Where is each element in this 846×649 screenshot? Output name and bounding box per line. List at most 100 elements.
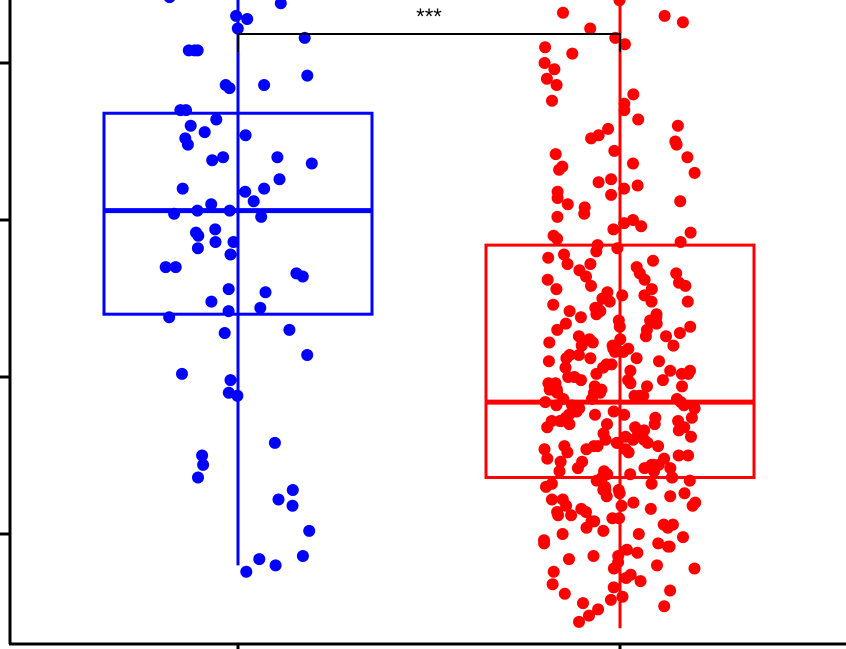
data-point: [577, 597, 589, 610]
data-point: [664, 584, 677, 597]
data-point: [575, 502, 588, 515]
data-point: [283, 323, 296, 336]
data-point: [190, 226, 202, 239]
data-point: [631, 179, 644, 192]
data-point: [196, 449, 209, 462]
data-point: [652, 537, 665, 550]
data-point: [556, 528, 569, 540]
data-point: [607, 223, 620, 236]
data-point: [620, 543, 633, 556]
data-point: [647, 254, 659, 267]
significance-bracket: ***: [237, 4, 621, 52]
data-point: [688, 562, 701, 575]
data-point: [618, 182, 631, 195]
data-point: [649, 411, 662, 424]
data-point: [547, 565, 560, 578]
data-point: [247, 195, 260, 208]
data-point: [253, 553, 266, 566]
data-point: [269, 559, 282, 572]
data-point: [592, 603, 605, 616]
data-point: [227, 236, 240, 248]
data-point: [559, 361, 572, 374]
data-point: [191, 242, 204, 255]
data-point: [660, 330, 672, 343]
data-point: [632, 528, 645, 540]
data-point: [222, 283, 235, 296]
data-point: [601, 418, 613, 431]
data-point: [674, 195, 687, 208]
data-point: [585, 132, 598, 145]
data-point: [683, 474, 696, 487]
data-point: [585, 279, 597, 292]
data-point: [570, 405, 583, 418]
data-point: [296, 550, 309, 562]
data-point: [218, 327, 231, 339]
data-point: [676, 16, 689, 29]
data-point: [627, 433, 640, 446]
data-point: [618, 217, 631, 230]
bracket-line: [237, 33, 621, 52]
data-point: [652, 440, 665, 453]
data-point: [645, 477, 658, 490]
data-point: [538, 534, 550, 547]
data-point: [627, 157, 639, 170]
data-point: [669, 135, 682, 148]
data-point: [632, 113, 645, 126]
data-point: [602, 122, 615, 135]
data-point: [566, 47, 579, 60]
data-point: [539, 41, 552, 54]
data-point: [684, 226, 697, 239]
data-point: [603, 295, 616, 308]
data-point: [209, 236, 222, 248]
data-point: [630, 352, 643, 365]
data-point: [547, 298, 560, 311]
data-point: [624, 377, 637, 390]
data-point: [259, 286, 272, 299]
data-point: [584, 22, 597, 35]
data-point: [222, 386, 235, 399]
data-point: [286, 484, 299, 496]
data-point: [210, 113, 223, 126]
data-point: [546, 94, 558, 107]
data-point: [588, 386, 600, 399]
data-point: [685, 411, 698, 424]
data-point: [662, 540, 675, 553]
data-point: [641, 380, 653, 393]
data-point: [688, 166, 701, 179]
data-point: [550, 79, 563, 91]
data-point: [678, 487, 691, 500]
data-point: [555, 415, 568, 427]
data-point: [563, 553, 575, 566]
data-point: [272, 493, 285, 506]
data-point: [557, 6, 569, 19]
data-point: [578, 201, 591, 214]
data-point: [670, 267, 683, 280]
data-point: [241, 13, 254, 25]
data-point: [179, 132, 192, 145]
data-point: [591, 239, 604, 252]
data-point: [671, 119, 684, 132]
data-point: [197, 458, 210, 471]
data-point: [191, 204, 204, 217]
data-point: [571, 462, 584, 475]
data-point: [618, 408, 631, 421]
data-point: [174, 104, 187, 117]
data-point: [217, 151, 230, 164]
data-point: [205, 198, 218, 211]
data-point: [618, 97, 631, 110]
data-point: [268, 436, 281, 449]
data-point: [563, 305, 576, 318]
data-point: [206, 154, 219, 167]
data-point: [639, 330, 652, 343]
data-point: [290, 267, 303, 280]
data-point: [622, 446, 635, 459]
data-point: [541, 273, 554, 286]
data-point: [605, 173, 618, 186]
data-point: [223, 204, 236, 217]
data-point: [616, 590, 629, 603]
data-point: [592, 176, 605, 189]
data-point: [587, 550, 600, 562]
data-point: [594, 305, 607, 318]
